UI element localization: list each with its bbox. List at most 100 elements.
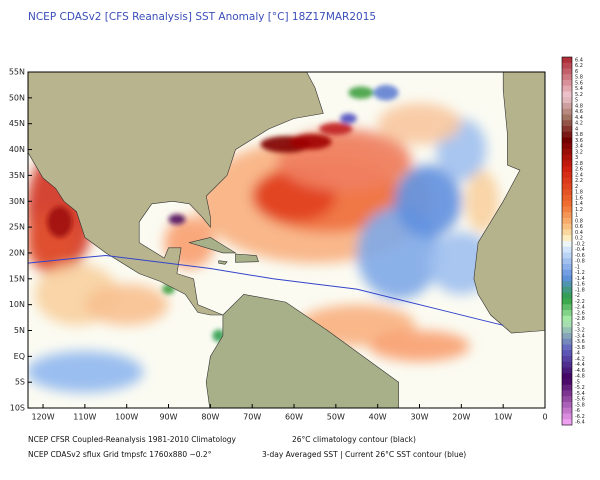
anomaly-patch <box>289 134 332 150</box>
footer-text: NCEP CFSR Coupled-Reanalysis 1981-2010 C… <box>28 435 237 444</box>
colorbar-label: -3.6 <box>575 339 585 345</box>
colorbar-swatch <box>562 223 572 230</box>
colorbar-swatch <box>562 269 572 276</box>
colorbar-label: -1 <box>575 264 580 270</box>
colorbar-label: 0.4 <box>575 230 583 236</box>
colorbar-label: 2.8 <box>575 161 583 167</box>
colorbar-swatch <box>562 177 572 184</box>
colorbar-label: 4.4 <box>575 115 583 121</box>
colorbar-label: 6.4 <box>575 57 583 63</box>
lat-label: 25N <box>9 223 25 232</box>
lat-label: 5N <box>14 326 25 335</box>
lon-label: 0 <box>542 413 547 422</box>
colorbar-swatch <box>562 74 572 81</box>
colorbar-label: 1.8 <box>575 190 583 196</box>
colorbar-swatch <box>562 143 572 150</box>
colorbar-swatch <box>562 114 572 121</box>
map <box>28 72 545 408</box>
colorbar-swatch <box>562 229 572 236</box>
colorbar-label: -2.2 <box>575 299 585 305</box>
colorbar-swatch <box>562 195 572 202</box>
colorbar-label: 4 <box>575 126 578 132</box>
colorbar-frame <box>561 56 573 426</box>
lon-label: 20W <box>452 413 470 422</box>
sst-contour <box>28 254 504 326</box>
colorbar-label: 2.6 <box>575 167 583 173</box>
colorbar-swatch <box>562 149 572 156</box>
colorbar-swatch <box>562 62 572 69</box>
colorbar-swatch <box>562 373 572 380</box>
colorbar-swatch <box>562 333 572 340</box>
colorbar-label: -5.8 <box>575 402 585 408</box>
colorbar-label: 3.2 <box>575 149 583 155</box>
colorbar-swatch <box>562 356 572 363</box>
lon-label: 60W <box>285 413 303 422</box>
colorbar-swatch <box>562 315 572 322</box>
lat-label: EQ <box>14 352 25 361</box>
colorbar-swatch <box>562 154 572 161</box>
lat-label: 15N <box>9 274 25 283</box>
colorbar-label: 3.4 <box>575 144 583 150</box>
colorbar-label: -2 <box>575 293 580 299</box>
colorbar-label: 4.2 <box>575 121 583 127</box>
colorbar-swatch <box>562 275 572 282</box>
colorbar-label: -1.4 <box>575 276 585 282</box>
colorbar-label: 0.2 <box>575 236 583 242</box>
colorbar-swatch <box>562 108 572 115</box>
lon-label: 50W <box>327 413 345 422</box>
lon-label: 70W <box>243 413 261 422</box>
colorbar-swatch <box>562 407 572 414</box>
colorbar-swatch <box>562 344 572 351</box>
lon-label: 30W <box>410 413 428 422</box>
colorbar-swatch <box>562 200 572 207</box>
colorbar-label: -0.4 <box>575 247 585 253</box>
colorbar-swatch <box>562 281 572 288</box>
colorbar-swatch <box>562 189 572 196</box>
colorbar-label: -1.6 <box>575 282 585 288</box>
colorbar-swatch <box>562 310 572 317</box>
land <box>28 72 545 408</box>
colorbar-label: 1 <box>575 213 578 219</box>
colorbar-label: 0.8 <box>575 218 583 224</box>
landmass <box>205 293 399 408</box>
colorbar-label: -6 <box>575 408 580 414</box>
landmass <box>218 260 228 265</box>
lat-label: 10S <box>10 404 25 413</box>
colorbar-label: -0.6 <box>575 253 585 259</box>
colorbar-swatch <box>562 252 572 259</box>
anomaly-patch <box>348 86 374 99</box>
lat-label: 10N <box>9 300 25 309</box>
colorbar-label: -0.8 <box>575 259 585 265</box>
anomaly-patch <box>394 165 462 238</box>
axes: 55N 50N 45N 40N 35N 30N 25N 20N 15N 10N 5N EQ 5S 10S 1… <box>9 68 548 422</box>
colorbar-label: 5.6 <box>575 80 583 86</box>
lat-label: 30N <box>9 197 25 206</box>
colorbar-swatch <box>562 206 572 213</box>
colorbar-swatch <box>562 235 572 242</box>
colorbar-swatch <box>562 258 572 265</box>
colorbar-swatch <box>562 246 572 253</box>
lat-label: 50N <box>9 93 25 102</box>
colorbar-swatch <box>562 390 572 397</box>
colorbar-swatch <box>562 172 572 179</box>
title: NCEP CDASv2 [CFS Reanalysis] SST Anomaly… <box>28 11 376 23</box>
colorbar-label: -5.4 <box>575 391 585 397</box>
lon-label: 90W <box>159 413 177 422</box>
lat-label: 5S <box>15 378 25 387</box>
colorbar-label: 2.4 <box>575 172 583 178</box>
anomaly-detail <box>47 84 399 342</box>
colorbar-label: 2 <box>575 184 578 190</box>
colorbar-label: -2.8 <box>575 316 585 322</box>
lon-label: 110W <box>73 413 96 422</box>
colorbar-swatch <box>562 126 572 133</box>
lon-label: 120W <box>31 413 54 422</box>
footer-text: 26°C climatology contour (black) <box>292 435 416 444</box>
colorbar-swatch <box>562 212 572 219</box>
colorbar-swatch <box>562 183 572 190</box>
lat-label: 45N <box>9 119 25 128</box>
colorbar-label: -5.2 <box>575 385 585 391</box>
colorbar-swatch <box>562 137 572 144</box>
colorbar-label: 0.6 <box>575 224 583 230</box>
colorbar-label: 3.8 <box>575 132 583 138</box>
colorbar-label: -4.6 <box>575 368 585 374</box>
